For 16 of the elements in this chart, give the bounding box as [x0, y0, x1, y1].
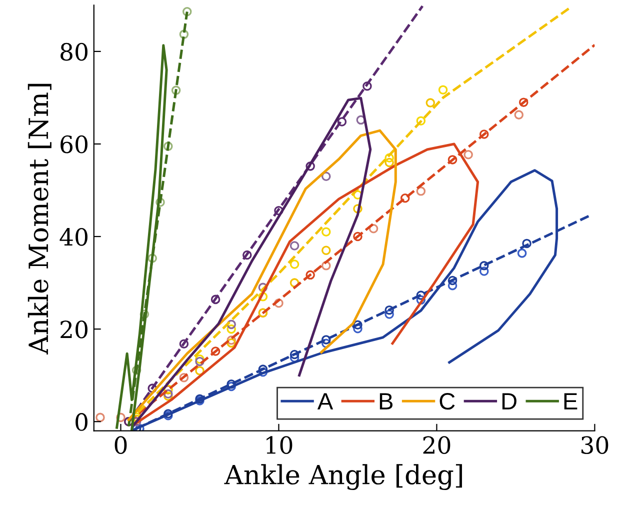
- legend-label: E: [564, 393, 578, 410]
- y-tick-label: 80: [60, 42, 88, 61]
- x-tick-label: 30: [581, 436, 608, 454]
- x-tick-label: 0: [114, 436, 127, 454]
- legend-label: A: [317, 393, 334, 410]
- y-axis-title: Ankle Moment [Nm]: [28, 84, 52, 355]
- y-tick-label: 60: [60, 135, 88, 154]
- legend-label: D: [502, 393, 516, 410]
- legend-label: B: [380, 393, 392, 410]
- y-tick-label: 0: [76, 413, 88, 431]
- x-axis-title: Ankle Angle [deg]: [224, 464, 462, 490]
- x-tick-label: 10: [266, 436, 292, 454]
- y-tick-label: 20: [60, 320, 88, 338]
- x-tick-label: 20: [423, 436, 450, 454]
- legend-label: C: [440, 392, 455, 410]
- y-tick-label: 40: [60, 228, 88, 246]
